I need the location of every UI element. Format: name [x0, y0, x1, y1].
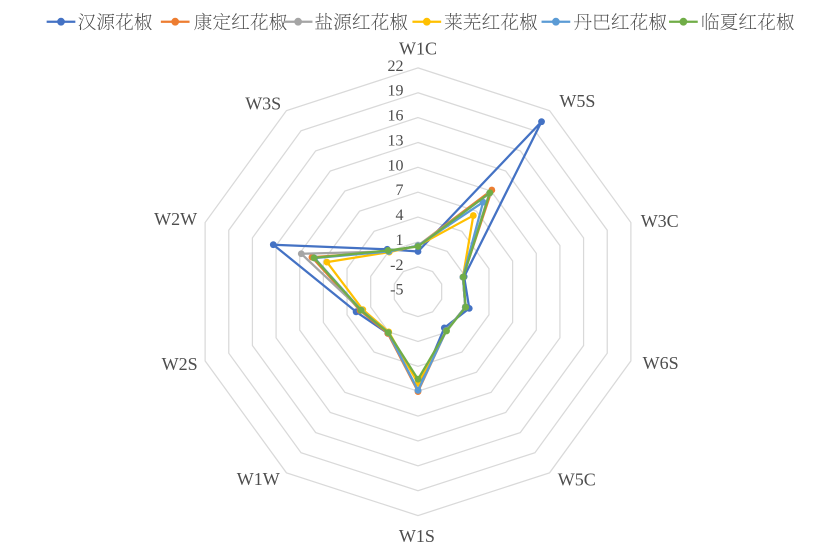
svg-text:22: 22	[388, 58, 404, 75]
svg-text:7: 7	[396, 182, 404, 199]
svg-text:W1W: W1W	[237, 469, 280, 489]
svg-text:W6S: W6S	[643, 353, 679, 373]
svg-text:W1S: W1S	[399, 526, 435, 546]
svg-text:4: 4	[396, 207, 404, 224]
svg-text:-5: -5	[390, 282, 403, 299]
svg-text:1: 1	[396, 232, 404, 249]
svg-text:W3C: W3C	[641, 211, 679, 231]
svg-text:W2S: W2S	[162, 354, 198, 374]
svg-text:W2W: W2W	[154, 209, 197, 229]
svg-text:W5S: W5S	[559, 91, 595, 111]
svg-text:W5C: W5C	[558, 470, 596, 490]
svg-text:10: 10	[388, 157, 404, 174]
svg-text:13: 13	[388, 132, 404, 149]
svg-text:19: 19	[388, 83, 404, 100]
svg-text:16: 16	[388, 108, 404, 125]
svg-text:W3S: W3S	[245, 94, 281, 114]
svg-text:W1C: W1C	[399, 38, 437, 58]
svg-text:-2: -2	[390, 257, 403, 274]
